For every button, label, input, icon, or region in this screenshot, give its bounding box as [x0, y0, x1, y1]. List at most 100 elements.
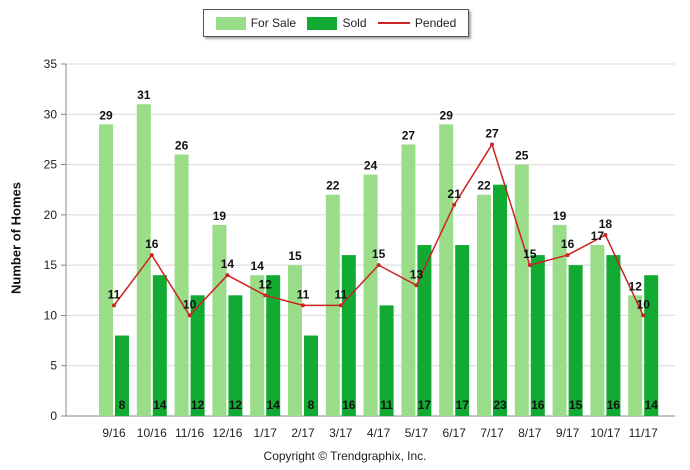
point-pended	[603, 232, 608, 237]
data-label-sold: 8	[119, 398, 126, 412]
data-label-for-sale: 22	[477, 179, 491, 193]
point-pended	[187, 313, 192, 318]
y-tick-label: 30	[44, 107, 58, 121]
data-label-sold: 16	[607, 398, 621, 412]
data-label-pended: 21	[448, 187, 462, 201]
point-pended	[263, 293, 268, 298]
bar-sold	[493, 184, 507, 416]
bar-for-sale	[477, 194, 491, 416]
x-tick-label: 2/17	[291, 426, 315, 440]
point-pended	[414, 283, 419, 288]
bar-sold	[530, 255, 545, 416]
bar-sold	[379, 305, 394, 416]
bar-for-sale	[439, 124, 454, 416]
x-tick-label: 10/17	[590, 426, 620, 440]
x-tick-label: 11/17	[629, 426, 658, 440]
point-pended	[565, 253, 570, 258]
y-tick-label: 35	[44, 57, 58, 71]
data-label-pended: 15	[523, 247, 537, 261]
data-label-pended: 12	[259, 277, 273, 291]
data-label-pended: 11	[297, 287, 310, 301]
data-label-sold: 11	[380, 398, 393, 412]
data-label-sold: 15	[569, 398, 583, 412]
legend-label-pended: Pended	[414, 16, 457, 30]
data-label-for-sale: 26	[175, 139, 189, 153]
y-tick-label: 5	[50, 359, 57, 373]
x-tick-label: 9/16	[102, 426, 126, 440]
point-pended	[301, 303, 305, 308]
data-label-for-sale: 29	[440, 108, 454, 122]
bar-for-sale	[363, 174, 378, 416]
bar-for-sale	[250, 275, 265, 416]
data-label-pended: 11	[108, 287, 121, 301]
data-label-for-sale: 24	[364, 159, 378, 173]
bar-sold	[115, 335, 129, 416]
legend-item-sold: Sold	[307, 16, 367, 30]
data-label-pended: 10	[183, 297, 197, 311]
bar-for-sale	[552, 224, 567, 416]
point-pended	[112, 303, 116, 308]
bar-for-sale	[514, 164, 529, 416]
x-tick-label: 1/17	[254, 426, 278, 440]
point-pended	[338, 303, 343, 308]
bar-sold	[304, 335, 318, 416]
chart-legend: For Sale Sold Pended	[203, 9, 469, 37]
legend-label-for-sale: For Sale	[250, 16, 297, 30]
data-label-sold: 12	[229, 398, 243, 412]
legend-label-sold: Sold	[342, 16, 367, 30]
point-pended	[641, 313, 646, 318]
data-label-for-sale: 27	[402, 128, 416, 142]
data-label-pended: 11	[334, 287, 347, 301]
x-tick-label: 3/17	[329, 426, 353, 440]
y-tick-label: 10	[44, 308, 58, 322]
data-label-for-sale: 22	[326, 179, 340, 193]
bar-for-sale	[590, 245, 605, 416]
x-tick-label: 12/16	[212, 426, 242, 440]
bar-sold	[606, 255, 621, 416]
point-pended	[225, 273, 230, 278]
data-label-sold: 16	[531, 398, 545, 412]
copyright-text: Copyright © Trendgraphix, Inc.	[263, 449, 427, 463]
bar-sold	[152, 275, 167, 416]
bar-for-sale	[628, 295, 643, 416]
data-label-for-sale: 14	[251, 259, 265, 273]
bar-sold	[568, 265, 583, 416]
data-label-pended: 10	[637, 297, 651, 311]
data-label-for-sale: 29	[99, 108, 113, 122]
point-pended	[376, 263, 381, 268]
data-label-sold: 14	[645, 398, 659, 412]
bar-sold	[190, 295, 205, 416]
bar-sold	[455, 245, 470, 416]
data-label-sold: 8	[308, 398, 315, 412]
x-tick-label: 9/17	[556, 426, 580, 440]
data-label-for-sale: 15	[288, 249, 302, 263]
bar-for-sale	[136, 104, 151, 416]
data-label-pended: 16	[561, 237, 575, 251]
data-label-sold: 23	[493, 398, 507, 412]
point-pended	[527, 263, 532, 268]
data-label-pended: 13	[410, 267, 424, 281]
data-label-for-sale: 19	[553, 209, 567, 223]
y-axis-label: Number of Homes	[8, 182, 24, 294]
y-tick-label: 15	[44, 258, 58, 272]
data-label-pended: 14	[221, 257, 235, 271]
bar-sold	[341, 255, 356, 416]
legend-swatch-pended	[377, 22, 410, 24]
x-tick-label: 11/16	[175, 426, 204, 440]
x-tick-label: 8/17	[518, 426, 542, 440]
legend-item-pended: Pended	[377, 16, 457, 30]
y-tick-label: 25	[44, 158, 58, 172]
data-label-sold: 14	[267, 398, 281, 412]
data-label-sold: 16	[342, 398, 356, 412]
bar-sold	[266, 275, 281, 416]
bar-for-sale	[212, 224, 227, 416]
data-label-for-sale: 31	[137, 88, 151, 102]
point-pended	[490, 142, 494, 147]
bar-sold	[417, 245, 432, 416]
y-tick-label: 0	[50, 409, 57, 423]
bar-sold	[644, 275, 659, 416]
x-tick-label: 5/17	[405, 426, 429, 440]
x-tick-label: 7/17	[480, 426, 504, 440]
